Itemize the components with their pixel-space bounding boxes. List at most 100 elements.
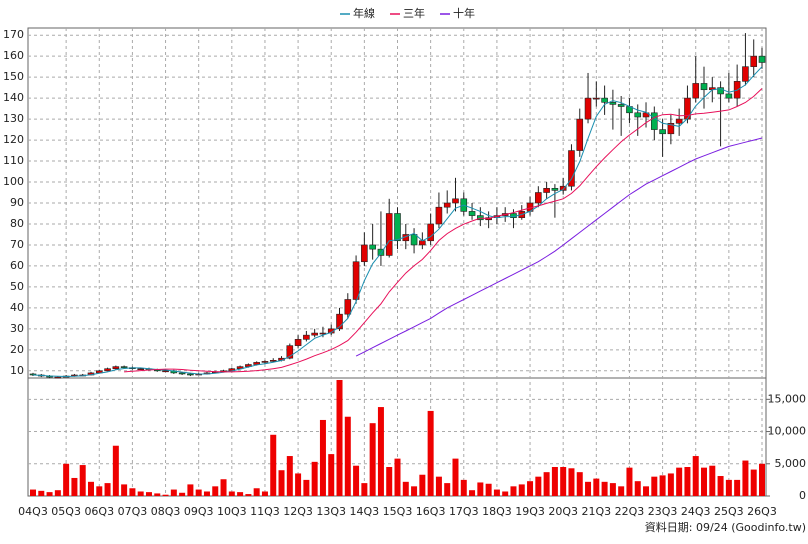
x-tick-label: 23Q3 bbox=[648, 505, 678, 518]
x-tick-label: 15Q3 bbox=[383, 505, 413, 518]
candle-body bbox=[427, 223, 434, 242]
legend-label: 三年 bbox=[403, 6, 425, 20]
ma-line bbox=[355, 137, 763, 357]
volume-bar bbox=[643, 486, 650, 496]
x-tick-label: 21Q3 bbox=[581, 505, 611, 518]
candle-body bbox=[576, 118, 584, 151]
y-tick-label: 30 bbox=[10, 322, 24, 335]
x-tick-label: 17Q3 bbox=[449, 505, 479, 518]
candle-body bbox=[468, 211, 476, 216]
candle-body bbox=[667, 122, 675, 135]
candle-body bbox=[352, 261, 360, 300]
volume-bar bbox=[170, 489, 177, 496]
volume-bar bbox=[129, 488, 136, 496]
candle-body bbox=[675, 118, 683, 124]
volume-bar bbox=[585, 481, 592, 496]
volume-bar bbox=[377, 407, 384, 496]
volume-bar bbox=[435, 476, 442, 496]
volume-bar bbox=[717, 476, 724, 496]
volume-bar bbox=[411, 486, 418, 496]
volume-bar bbox=[253, 488, 260, 496]
y-tick-label: 60 bbox=[10, 259, 24, 272]
legend-label: 十年 bbox=[453, 6, 475, 20]
candle-body bbox=[162, 370, 169, 373]
volume-bar bbox=[626, 467, 633, 496]
volume-bar bbox=[535, 476, 542, 496]
volume-bar bbox=[104, 483, 111, 496]
volume-bar bbox=[634, 481, 641, 496]
candle-body bbox=[692, 83, 700, 99]
volume-bar bbox=[212, 486, 219, 496]
volume-bar bbox=[179, 492, 186, 496]
volume-bar bbox=[311, 461, 318, 496]
x-tick-label: 09Q3 bbox=[184, 505, 214, 518]
y-tick-label: 140 bbox=[3, 91, 24, 104]
candle-body bbox=[344, 299, 352, 315]
footnote: 資料日期: 09/24 (Goodinfo.tw) bbox=[645, 520, 806, 534]
volume-bar bbox=[228, 491, 235, 496]
volume-bar bbox=[245, 494, 252, 496]
volume-bar bbox=[87, 481, 94, 496]
candle-body bbox=[120, 366, 128, 368]
candle-body bbox=[601, 97, 608, 103]
y-tick-label: 80 bbox=[10, 217, 24, 230]
volume-bar bbox=[701, 467, 708, 496]
candle-body bbox=[651, 112, 658, 130]
volume-bar bbox=[30, 489, 36, 496]
volume-bar bbox=[427, 410, 434, 496]
candle-body bbox=[742, 66, 749, 82]
candle-body bbox=[303, 334, 310, 340]
volume-bar bbox=[659, 475, 666, 496]
candle-body bbox=[394, 213, 401, 242]
volume-bar bbox=[261, 491, 268, 496]
x-tick-label: 19Q3 bbox=[515, 505, 545, 518]
x-tick-label: 04Q3 bbox=[18, 505, 48, 518]
volume-bar bbox=[593, 478, 600, 496]
candle-body bbox=[634, 112, 642, 118]
candle-body bbox=[559, 185, 567, 191]
volume-bar bbox=[692, 456, 699, 496]
volume-bar bbox=[759, 463, 765, 496]
candle-body bbox=[725, 93, 733, 99]
volume-bar bbox=[187, 484, 194, 496]
candle-body bbox=[286, 345, 294, 359]
candle-body bbox=[659, 129, 666, 135]
x-tick-label: 22Q3 bbox=[615, 505, 645, 518]
candle-body bbox=[377, 248, 385, 256]
candle-body bbox=[551, 188, 559, 191]
candle-body bbox=[443, 202, 451, 208]
y-tick-label: 50 bbox=[10, 280, 24, 293]
candle-body bbox=[617, 104, 625, 107]
volume-bar bbox=[96, 486, 103, 496]
candle-body bbox=[593, 97, 600, 100]
y-tick-label: 90 bbox=[10, 196, 24, 209]
volume-bar bbox=[452, 458, 459, 496]
volume-bar bbox=[361, 483, 368, 496]
volume-bar bbox=[286, 456, 293, 496]
candle-body bbox=[319, 332, 327, 335]
candle-body bbox=[609, 102, 617, 105]
volume-bar bbox=[369, 423, 376, 496]
volume-bar bbox=[145, 492, 152, 496]
volume-bar bbox=[676, 467, 683, 496]
y-tick-label: 150 bbox=[3, 70, 24, 83]
volume-bar bbox=[162, 494, 169, 496]
volume-bar bbox=[609, 483, 616, 496]
candle-body bbox=[311, 332, 318, 336]
candle-body bbox=[336, 313, 343, 330]
volume-bar bbox=[336, 380, 343, 496]
candle-body bbox=[294, 339, 302, 346]
y-tick-label: 20 bbox=[10, 343, 24, 356]
candle-body bbox=[410, 234, 418, 246]
volume-bar bbox=[618, 486, 625, 496]
x-tick-label: 24Q3 bbox=[681, 505, 711, 518]
candle-body bbox=[187, 373, 194, 376]
volume-bar bbox=[46, 492, 53, 496]
candle-body bbox=[178, 372, 186, 375]
volume-bar bbox=[725, 479, 732, 496]
ma-line bbox=[124, 88, 763, 373]
y2-tick-label: 10,000 bbox=[768, 425, 807, 438]
volume-bar bbox=[394, 458, 401, 496]
y-tick-label: 10 bbox=[10, 364, 24, 377]
volume-bar bbox=[195, 489, 202, 496]
